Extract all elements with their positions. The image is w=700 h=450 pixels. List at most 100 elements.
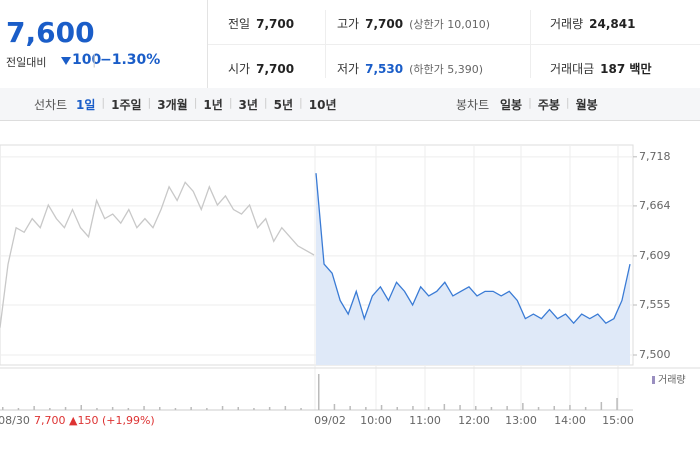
x-tick-label: 12:00 xyxy=(458,414,490,427)
change: 100 xyxy=(72,52,102,68)
volume-bar xyxy=(159,407,161,410)
volume-bar xyxy=(33,406,35,410)
stat-note: (상한가 10,010) xyxy=(409,18,490,31)
stat-label: 거래대금 xyxy=(550,62,595,76)
volume-legend-swatch xyxy=(652,376,655,384)
change-pct: −1.30% xyxy=(100,52,161,68)
change-label: 전일대비 xyxy=(6,56,47,69)
candle-tabs: 일봉 | 주봉 | 월봉 xyxy=(500,96,598,113)
tab-separator: | xyxy=(263,96,268,109)
volume-bar xyxy=(80,405,82,410)
stat-value: 7,700 xyxy=(256,17,295,31)
volume-bar xyxy=(506,406,508,410)
volume-bar xyxy=(96,408,98,410)
tab-separator: | xyxy=(147,96,152,109)
x-tick-label: 08/30 xyxy=(0,414,30,427)
price: 7,600 xyxy=(6,16,95,49)
chart: 7,718 7,664 7,609 7,555 7,500 거래량 08/30 09/02 10… xyxy=(0,144,700,427)
volume-legend: 거래량 xyxy=(658,374,686,386)
prev-close-label: 7,700 ▲150 (+1,99%) xyxy=(34,414,155,427)
toolbar xyxy=(0,88,700,121)
tab[interactable]: 3년 xyxy=(238,98,258,112)
tab[interactable]: 3개월 xyxy=(157,98,188,112)
volume-bar xyxy=(365,407,367,410)
stat-note: (하한가 5,390) xyxy=(409,63,483,76)
stat-value: 7,700 xyxy=(256,62,295,76)
stat: 저가 7,530 (하한가 5,390) xyxy=(337,60,483,77)
stat-value: 24,841 xyxy=(589,17,636,31)
stat: 거래량 24,841 xyxy=(550,15,635,32)
volume-bar xyxy=(380,405,383,410)
volume-bar xyxy=(553,406,555,410)
volume-bar xyxy=(127,408,130,410)
volume-bar xyxy=(253,408,255,410)
stat-value: 187 백만 xyxy=(600,62,652,76)
divider xyxy=(207,0,208,88)
stat: 거래대금 187 백만 xyxy=(550,60,651,77)
candle-label: 봉차트 xyxy=(456,98,490,112)
stat: 전일 7,700 xyxy=(228,15,294,32)
stat-label: 전일 xyxy=(228,17,251,31)
volume-bar xyxy=(459,405,461,410)
volume-bar xyxy=(616,398,618,410)
volume-bar xyxy=(349,406,351,410)
volume-bar xyxy=(333,404,336,410)
volume-bar xyxy=(268,407,271,410)
volume-bar xyxy=(221,406,224,410)
volume-bar xyxy=(584,407,587,410)
volume-bar xyxy=(427,407,430,410)
volume-bar xyxy=(318,374,320,410)
tab-separator: | xyxy=(299,96,303,109)
tab[interactable]: 월봉 xyxy=(575,98,598,112)
divider xyxy=(530,10,531,78)
y-tick-label: 7,609 xyxy=(639,249,671,262)
tab[interactable]: 1일 xyxy=(76,98,96,112)
stat-value: 7,700 xyxy=(365,17,404,31)
price-line xyxy=(0,181,315,328)
volume-bar xyxy=(64,407,67,410)
volume-bar xyxy=(443,404,446,410)
tab[interactable]: 주봉 xyxy=(537,98,560,112)
x-tick-label: 13:00 xyxy=(505,414,537,427)
volume-bar xyxy=(522,403,524,410)
stat-label: 시가 xyxy=(228,62,251,76)
x-tick-label: 09/02 xyxy=(314,414,346,427)
volume-bar xyxy=(206,408,208,410)
divider xyxy=(325,10,326,78)
tab-separator: | xyxy=(528,96,532,109)
tab[interactable]: 일봉 xyxy=(500,98,523,112)
x-tick-label: 14:00 xyxy=(554,414,586,427)
y-tick-label: 7,718 xyxy=(639,150,671,163)
volume-bar xyxy=(300,408,302,410)
volume-bar xyxy=(237,407,239,410)
tab-separator: | xyxy=(193,96,198,109)
volume-bar xyxy=(569,405,571,410)
tab-separator: | xyxy=(101,96,106,109)
tab[interactable]: 1주일 xyxy=(111,98,142,112)
volume-bar xyxy=(174,408,177,410)
area-fill xyxy=(316,173,630,365)
volume-bar xyxy=(143,406,145,410)
volume-bar xyxy=(111,407,114,410)
y-tick-label: 7,500 xyxy=(639,348,671,361)
divider: | xyxy=(92,53,97,68)
stat-label: 저가 xyxy=(337,62,360,76)
volume-bar xyxy=(190,407,192,410)
volume-bar xyxy=(2,407,4,410)
y-tick-label: 7,664 xyxy=(639,199,671,212)
volume-bar xyxy=(600,402,603,410)
x-tick-label: 11:00 xyxy=(409,414,441,427)
stat: 고가 7,700 (상한가 10,010) xyxy=(337,15,490,32)
line-chart-label: 선차트 xyxy=(34,98,68,112)
stat-label: 고가 xyxy=(337,17,360,31)
volume-bar xyxy=(17,408,20,410)
volume-bar xyxy=(396,407,398,410)
tab[interactable]: 10년 xyxy=(308,98,337,112)
divider xyxy=(208,44,700,45)
stat-label: 거래량 xyxy=(550,17,584,31)
y-tick-label: 7,555 xyxy=(639,298,671,311)
tab[interactable]: 1년 xyxy=(203,98,223,112)
tab-separator: | xyxy=(565,96,570,109)
tab[interactable]: 5년 xyxy=(273,98,294,112)
